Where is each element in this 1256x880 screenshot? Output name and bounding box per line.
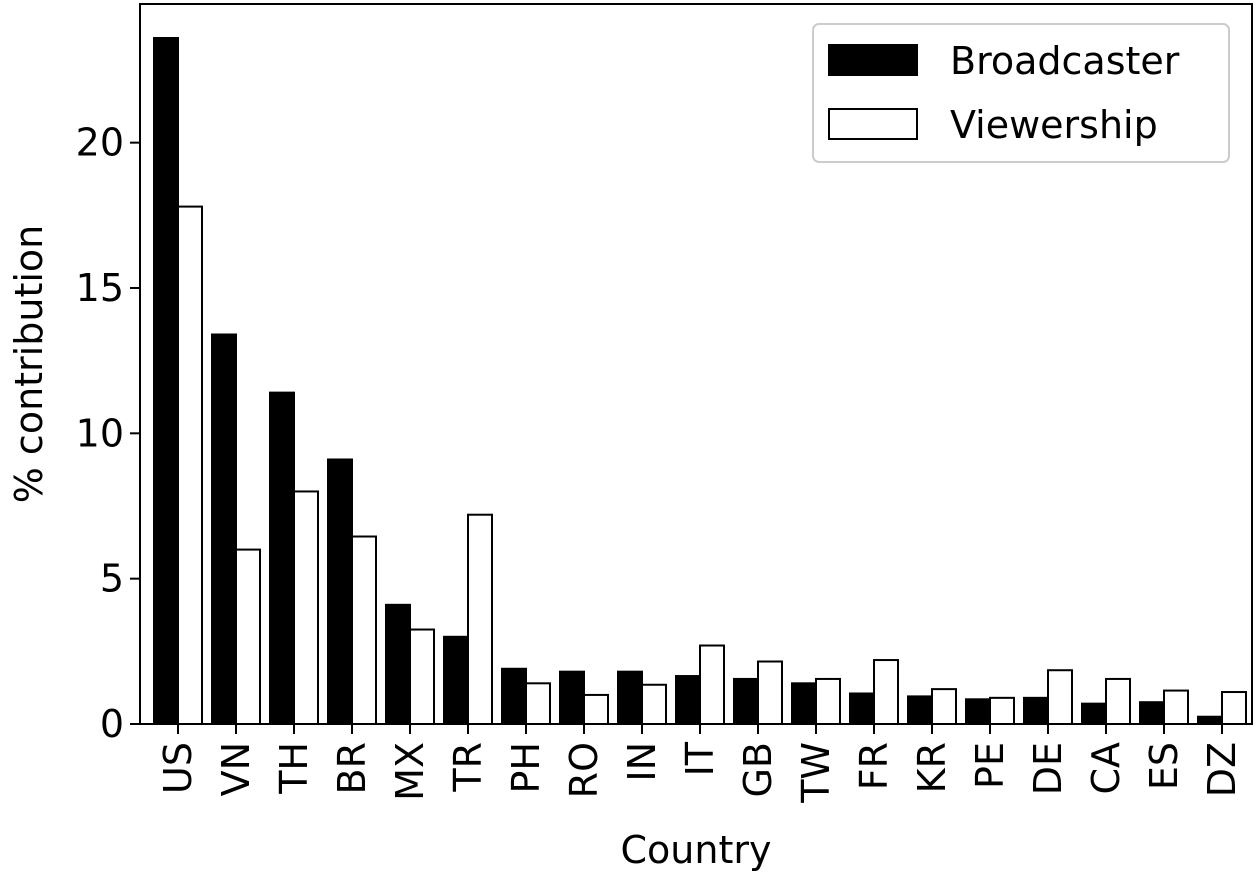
x-tick-label: DE [1026,742,1070,795]
bar-broadcaster-ca [1081,702,1107,725]
legend-swatch-broadcaster [828,44,918,76]
bar-broadcaster-kr [907,695,933,726]
x-tick-label: ES [1142,742,1186,790]
bar-broadcaster-it [675,675,701,726]
bar-broadcaster-tr [443,635,469,726]
x-tick-label: PH [504,742,548,794]
plot-frame [139,3,1253,725]
bar-broadcaster-es [1139,701,1165,726]
x-tick-label: CA [1084,742,1128,795]
bar-viewership-gb [757,660,783,725]
x-axis-ticks: US VN TH BR MX TR PH RO IN IT GB TW FR KR PE DE CA ES DZ [156,724,1244,804]
y-tick-label: 15 [76,266,124,310]
bar-viewership-ph [525,682,551,726]
bar-broadcaster-de [1023,696,1049,726]
bar-broadcaster-vn [211,333,237,725]
bar-viewership-it [699,644,725,726]
bar-viewership-de [1047,669,1073,725]
bar-broadcaster-th [269,391,295,725]
x-tick-label: GB [736,742,780,798]
bar-viewership-ro [583,693,609,725]
y-tick-label: 0 [100,702,124,746]
legend: Broadcaster Viewership [812,23,1230,163]
bar-broadcaster-dz [1197,715,1223,725]
bar-broadcaster-us [153,37,179,725]
bar-viewership-mx [409,628,435,725]
x-tick-label: RO [562,742,606,798]
bar-viewership-tw [815,677,841,725]
y-axis-ticks: 0 5 10 15 20 [76,121,140,746]
y-tick-label: 5 [100,557,124,601]
bar-broadcaster-pe [965,698,991,725]
bar-broadcaster-br [327,458,353,725]
y-tick-label: 10 [76,411,124,455]
bar-viewership-br [351,535,377,725]
legend-label-broadcaster: Broadcaster [950,39,1180,83]
x-tick-label: US [156,742,200,794]
bar-broadcaster-gb [733,677,759,725]
x-tick-label: TR [446,742,490,793]
bar-viewership-es [1163,689,1189,725]
x-axis-label: Country [621,828,772,872]
x-tick-label: IT [678,741,722,776]
bars-group [153,37,1247,726]
bar-viewership-ca [1105,677,1131,725]
legend-label-viewership: Viewership [950,103,1158,147]
x-tick-label: BR [330,742,374,794]
bar-viewership-tr [467,513,493,725]
bar-broadcaster-in [617,670,643,726]
bar-broadcaster-fr [849,692,875,726]
x-tick-label: TW [794,742,838,804]
x-tick-label: PE [968,742,1012,789]
x-tick-label: MX [388,742,432,801]
bar-viewership-in [641,683,667,726]
bar-viewership-vn [235,548,261,725]
bar-viewership-dz [1221,691,1247,726]
bar-viewership-us [177,205,203,726]
x-tick-label: TH [272,742,316,795]
bar-broadcaster-ph [501,667,527,725]
x-tick-label: KR [910,742,954,793]
x-tick-label: IN [620,742,664,782]
bar-viewership-kr [931,688,957,726]
bar-viewership-pe [989,696,1015,726]
bar-viewership-fr [873,659,899,725]
bar-viewership-th [293,490,319,726]
legend-swatch-viewership [828,108,918,140]
x-tick-label: DZ [1200,742,1244,797]
bar-broadcaster-tw [791,682,817,726]
x-tick-label: VN [214,742,258,796]
bar-broadcaster-mx [385,603,411,725]
x-tick-label: FR [852,742,896,790]
bar-broadcaster-ro [559,670,585,726]
y-tick-label: 20 [76,121,124,165]
y-axis-label: % contribution [7,225,51,504]
